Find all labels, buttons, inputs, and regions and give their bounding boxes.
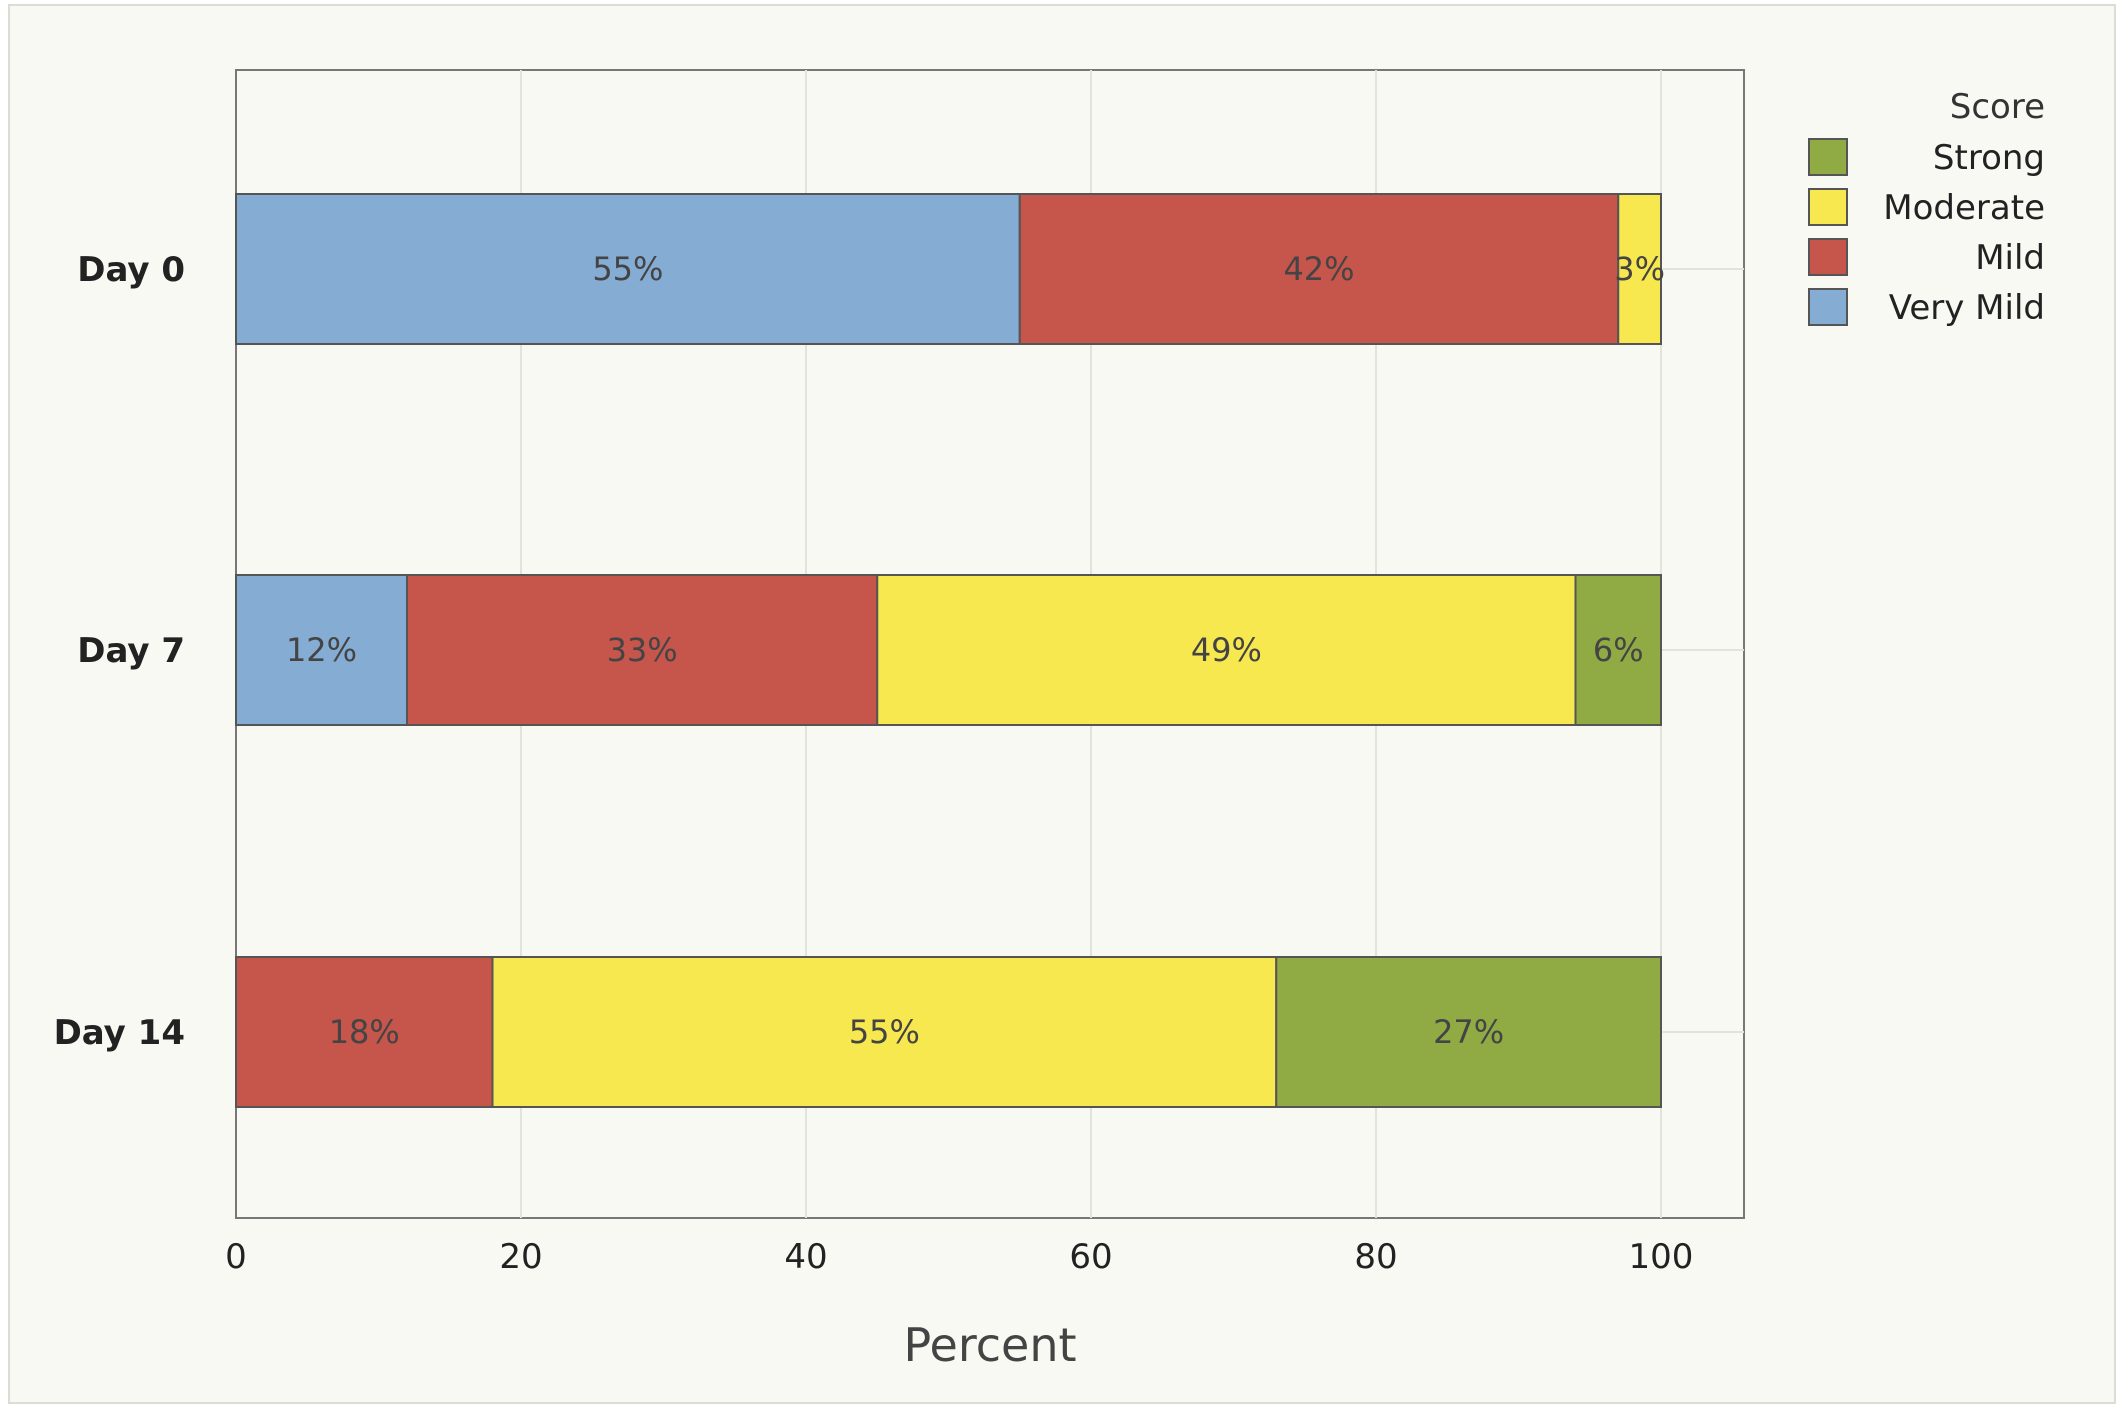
bar-segment (1018, 193, 1620, 345)
legend: Score Strong Moderate Mild Very Mild (1808, 87, 2045, 328)
bar-segment (406, 574, 879, 726)
bar-segment (235, 193, 1021, 345)
data-label: 49% (1191, 631, 1262, 669)
category-label: Day 7 (77, 631, 185, 671)
stacked-bar-chart: 55% 42% 3% 12% 33% 49% 6% 18% 55% 27% 0 20 40 60 80 10… (54, 69, 2045, 1372)
legend-label: Strong (1933, 138, 2045, 178)
bar-segment (1574, 574, 1662, 726)
data-label: 27% (1433, 1013, 1504, 1051)
bar-segment (1617, 193, 1662, 345)
data-label: 3% (1614, 250, 1665, 288)
axes: 0 20 40 60 80 100 Day 0 Day 7 Day 14 (54, 250, 1694, 1277)
legend-swatch (1808, 288, 1848, 326)
x-tick-label: 40 (784, 1237, 827, 1277)
bar-labels: 55% 42% 3% 12% 33% 49% 6% 18% 55% 27% (286, 250, 1665, 1051)
legend-label: Very Mild (1889, 288, 2045, 328)
legend-title: Score (1950, 87, 2045, 127)
data-label: 55% (592, 250, 663, 288)
category-label: Day 0 (77, 250, 185, 290)
bar-segment (235, 956, 494, 1108)
data-label: 12% (286, 631, 357, 669)
bars (235, 193, 1662, 1108)
bar-segment (1275, 956, 1662, 1108)
chart-frame: 55% 42% 3% 12% 33% 49% 6% 18% 55% 27% 0 20 40 60 80 10… (8, 4, 2116, 1404)
data-label: 18% (329, 1013, 400, 1051)
data-label: 6% (1593, 631, 1644, 669)
legend-label: Moderate (1883, 188, 2045, 228)
x-tick-label: 100 (1629, 1237, 1694, 1277)
legend-label: Mild (1975, 238, 2045, 278)
x-tick-label: 60 (1069, 1237, 1112, 1277)
legend-swatch (1808, 138, 1848, 176)
category-label: Day 14 (54, 1013, 185, 1053)
x-tick-label: 80 (1354, 1237, 1397, 1277)
bar-segment (876, 574, 1577, 726)
data-label: 55% (849, 1013, 920, 1051)
x-tick-label: 0 (225, 1237, 247, 1277)
x-axis-title: Percent (903, 1318, 1076, 1372)
data-label: 42% (1283, 250, 1354, 288)
legend-swatch (1808, 188, 1848, 226)
legend-swatch (1808, 238, 1848, 276)
data-label: 33% (607, 631, 678, 669)
x-tick-label: 20 (499, 1237, 542, 1277)
